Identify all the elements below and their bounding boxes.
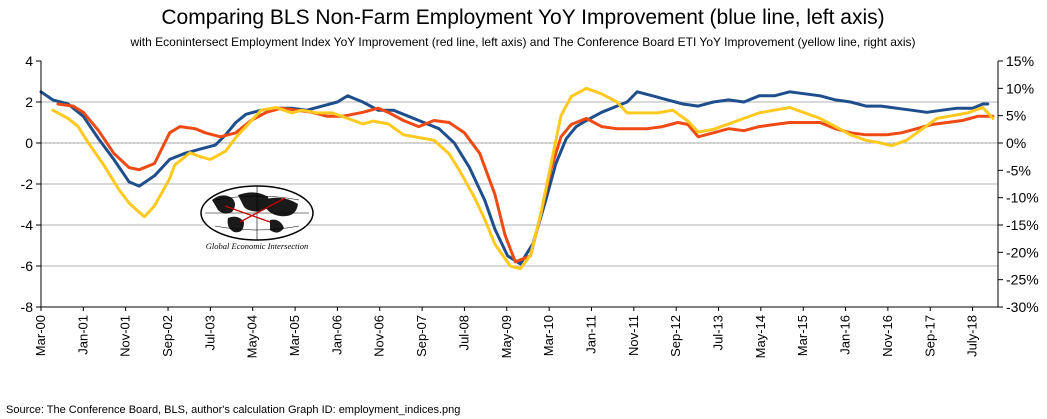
axes: 4 2 0 -2 -4 -6 -8 15% 10% 5% 0% -5% -10% -15% -20% -25%… bbox=[21, 53, 1039, 358]
right-tick-label: 0% bbox=[1006, 135, 1026, 151]
chart-title: Comparing BLS Non-Farm Employment YoY Im… bbox=[161, 6, 884, 29]
x-tick-label: May-09 bbox=[499, 315, 514, 358]
left-tick-label: -2 bbox=[21, 176, 34, 192]
logo-caption: Global Economic Intersection bbox=[206, 241, 308, 251]
right-tick-label: -20% bbox=[1006, 244, 1039, 260]
left-tick-label: -8 bbox=[21, 299, 34, 315]
x-tick-label: Jul-03 bbox=[202, 315, 217, 350]
x-tick-label: Nov-01 bbox=[118, 315, 133, 357]
x-tick-label: Sep-02 bbox=[160, 315, 175, 357]
x-tick-label: Sep-17 bbox=[922, 315, 937, 357]
x-tick-label: May-04 bbox=[245, 315, 260, 358]
right-tick-label: -25% bbox=[1006, 272, 1039, 288]
x-tick-label: Sep-07 bbox=[414, 315, 429, 357]
grid-lines bbox=[41, 61, 998, 307]
x-tick-label: Jan-06 bbox=[329, 315, 344, 355]
x-tick-label: Mar-05 bbox=[287, 315, 302, 356]
right-tick-label: -10% bbox=[1006, 190, 1039, 206]
series-line-2 bbox=[56, 102, 995, 264]
left-tick-label: -6 bbox=[21, 258, 34, 274]
left-tick-label: 0 bbox=[25, 135, 33, 151]
x-tick-label: Jul-08 bbox=[456, 315, 471, 350]
left-tick-label: 2 bbox=[25, 94, 33, 110]
right-tick-label: 15% bbox=[1006, 53, 1034, 69]
series-line-3 bbox=[51, 86, 995, 271]
x-tick-label: Jul-13 bbox=[711, 315, 726, 350]
x-tick-label: Mar-15 bbox=[795, 315, 810, 356]
x-tick-label: Jan-11 bbox=[583, 315, 598, 354]
x-tick-label: Mar-00 bbox=[33, 315, 48, 356]
right-tick-label: -30% bbox=[1006, 299, 1039, 315]
x-tick-label: July-18 bbox=[965, 315, 980, 357]
global-economic-intersection-logo: Global Economic Intersection bbox=[200, 185, 314, 251]
x-tick-label: Jan-01 bbox=[75, 315, 90, 355]
right-tick-label: -5% bbox=[1006, 162, 1031, 178]
connection-lines-icon bbox=[224, 197, 286, 223]
left-tick-label: 4 bbox=[25, 53, 33, 69]
series-lines bbox=[39, 86, 995, 271]
chart-subtitle: with Econintersect Employment Index YoY … bbox=[129, 35, 915, 49]
series-line-1 bbox=[39, 90, 990, 266]
x-tick-label: Nov-16 bbox=[880, 315, 895, 357]
x-tick-label: May-14 bbox=[753, 315, 768, 358]
x-tick-label: Jan-16 bbox=[838, 315, 853, 355]
x-tick-label: Nov-11 bbox=[626, 315, 641, 356]
right-tick-label: -15% bbox=[1006, 217, 1039, 233]
right-tick-label: 10% bbox=[1006, 80, 1034, 96]
footer-source: Source: The Conference Board, BLS, autho… bbox=[6, 404, 460, 416]
left-tick-label: -4 bbox=[21, 217, 34, 233]
x-tick-label: Mar-10 bbox=[541, 315, 556, 356]
x-tick-label: Nov-06 bbox=[372, 315, 387, 357]
x-tick-label: Sep-12 bbox=[668, 315, 683, 357]
right-tick-label: 5% bbox=[1006, 108, 1026, 124]
